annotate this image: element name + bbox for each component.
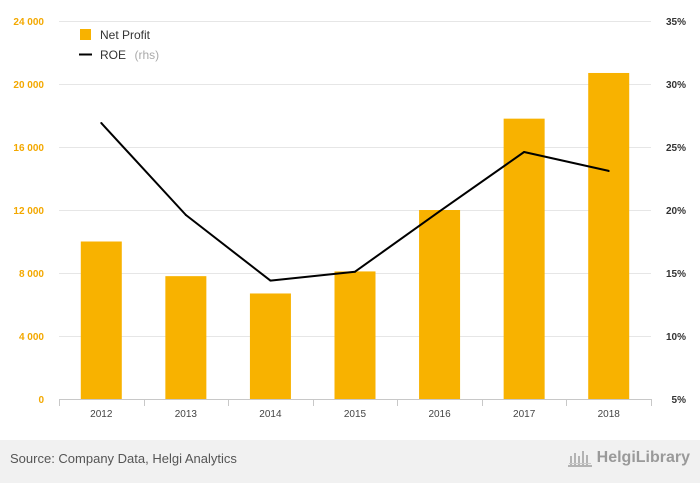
x-tick-label: 2015 [344,409,367,420]
bar-net-profit-2016 [419,210,461,399]
legend-net-profit-label: Net Profit [100,28,151,42]
right-tick-label: 30% [666,80,686,91]
legend-roe-label-group: ROE (rhs) [100,46,159,63]
helgi-library-logo[interactable]: HelgiLibrary [567,448,690,468]
x-tick-label: 2013 [175,409,198,420]
left-tick-label: 8 000 [19,269,44,280]
combo-chart: 0 4 000 8 000 12 000 16 000 20 000 24 000 5% 10… [13,17,686,420]
legend-roe-suffix: (rhs) [134,48,159,62]
right-tick-label: 15% [666,269,686,280]
x-tick-label: 2017 [513,409,536,420]
x-tick-label: 2014 [259,409,282,420]
right-axis-ticks: 5% 10% 15% 20% 25% 30% 35% [666,17,686,406]
gridlines [59,21,651,337]
x-tick-label: 2018 [598,409,621,420]
footer: Source: Company Data, Helgi Analytics He… [0,440,700,483]
right-tick-label: 20% [666,206,686,217]
right-tick-label: 10% [666,332,686,343]
roe-point-2015 [354,270,356,273]
roe-point-2017 [523,151,526,154]
net-profit-bars [80,72,630,400]
roe-point-2014 [269,279,272,282]
bar-net-profit-2015 [334,271,376,399]
legend: Net Profit ROE (rhs) [79,28,159,63]
right-tick-label: 25% [666,143,686,154]
left-tick-label: 4 000 [19,332,44,343]
legend-roe-label: ROE [100,48,126,62]
roe-point-2016 [438,210,441,213]
x-tick-label: 2012 [90,409,113,420]
left-tick-label: 12 000 [13,206,44,217]
roe-line-series [100,122,610,282]
legend-net-profit-swatch [80,29,91,40]
left-tick-label: 0 [38,395,44,406]
source-note: Source: Company Data, Helgi Analytics [10,451,237,466]
x-tick-label: 2016 [428,409,451,420]
left-tick-label: 24 000 [13,17,44,28]
roe-point-2012 [100,122,103,125]
right-tick-label: 35% [666,17,686,28]
bar-net-profit-2012 [80,241,122,399]
left-axis-ticks: 0 4 000 8 000 12 000 16 000 20 000 24 000 [13,17,44,406]
library-building-icon [567,451,592,467]
brand-name: HelgiLibrary [596,449,690,466]
left-tick-label: 16 000 [13,143,44,154]
bar-net-profit-2017 [503,118,545,400]
x-axis: 2012 2013 2014 2015 2016 2017 2018 [59,399,652,420]
bar-net-profit-2014 [249,293,291,399]
left-tick-label: 20 000 [13,80,44,91]
bar-net-profit-2013 [165,276,207,399]
bar-net-profit-2018 [588,72,630,399]
roe-point-2018 [607,169,610,172]
right-tick-label: 5% [672,395,687,406]
roe-point-2013 [184,214,187,217]
